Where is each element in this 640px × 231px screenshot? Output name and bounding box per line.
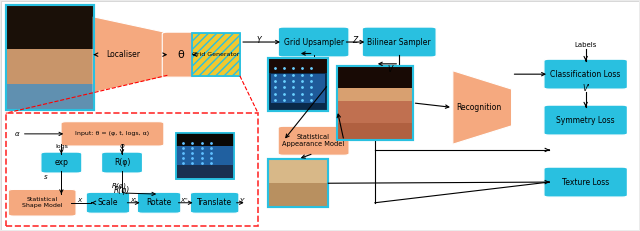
FancyBboxPatch shape (268, 159, 328, 183)
Polygon shape (453, 71, 511, 144)
Text: Statistical
Shape Model: Statistical Shape Model (22, 197, 63, 208)
FancyBboxPatch shape (61, 122, 164, 146)
FancyBboxPatch shape (337, 66, 413, 90)
FancyBboxPatch shape (176, 146, 234, 165)
Text: R(φ): R(φ) (114, 158, 130, 167)
FancyBboxPatch shape (278, 27, 349, 57)
Text: Rotate: Rotate (147, 198, 172, 207)
Text: θ: θ (177, 50, 184, 60)
Text: Y: Y (239, 198, 244, 204)
FancyBboxPatch shape (176, 133, 234, 146)
Text: Y: Y (257, 36, 261, 45)
FancyBboxPatch shape (337, 66, 413, 140)
FancyBboxPatch shape (138, 192, 180, 213)
Text: Localiser: Localiser (106, 50, 140, 59)
FancyBboxPatch shape (544, 59, 627, 89)
Text: φ: φ (120, 143, 124, 149)
Text: Z: Z (352, 36, 357, 45)
Text: Symmetry Loss: Symmetry Loss (556, 116, 615, 125)
Text: α: α (14, 131, 19, 137)
FancyBboxPatch shape (544, 105, 627, 135)
FancyBboxPatch shape (268, 183, 328, 207)
FancyBboxPatch shape (268, 58, 328, 111)
FancyBboxPatch shape (163, 32, 199, 77)
FancyBboxPatch shape (102, 152, 143, 173)
Text: Classification Loss: Classification Loss (550, 70, 621, 79)
Text: X: X (77, 198, 81, 204)
Text: exp: exp (54, 158, 68, 167)
Text: Grid Generator: Grid Generator (192, 52, 239, 57)
FancyBboxPatch shape (8, 189, 76, 216)
FancyBboxPatch shape (6, 49, 94, 89)
FancyBboxPatch shape (6, 84, 94, 110)
FancyBboxPatch shape (6, 5, 94, 110)
Text: Statistical
Appearance Model: Statistical Appearance Model (282, 134, 345, 147)
Text: X': X' (131, 198, 136, 204)
Text: Recognition: Recognition (456, 103, 502, 112)
Text: Labels: Labels (575, 42, 597, 48)
FancyBboxPatch shape (268, 58, 328, 73)
Text: Translate: Translate (197, 198, 232, 207)
Text: s: s (44, 174, 47, 180)
Text: Scale: Scale (98, 198, 118, 207)
Text: Grid Upsampler: Grid Upsampler (284, 37, 344, 46)
FancyBboxPatch shape (337, 123, 413, 140)
Polygon shape (93, 17, 164, 93)
FancyBboxPatch shape (6, 5, 94, 52)
Text: Texture Loss: Texture Loss (562, 178, 609, 187)
Text: R(φ): R(φ) (111, 182, 126, 189)
FancyBboxPatch shape (544, 167, 627, 197)
Text: Input: θ = (φ, t, logs, α): Input: θ = (φ, t, logs, α) (76, 131, 150, 136)
FancyBboxPatch shape (176, 133, 234, 179)
FancyBboxPatch shape (337, 88, 413, 103)
FancyBboxPatch shape (190, 192, 239, 213)
Text: logs: logs (55, 144, 68, 149)
FancyBboxPatch shape (41, 152, 82, 173)
Text: V': V' (582, 84, 589, 93)
Text: Bilinear Sampler: Bilinear Sampler (367, 37, 431, 46)
Text: R(φ): R(φ) (114, 186, 130, 195)
FancyBboxPatch shape (337, 101, 413, 125)
FancyBboxPatch shape (86, 192, 130, 213)
FancyBboxPatch shape (362, 27, 436, 57)
FancyBboxPatch shape (268, 159, 328, 207)
Text: V: V (387, 64, 392, 73)
FancyBboxPatch shape (192, 33, 240, 76)
FancyBboxPatch shape (278, 126, 349, 155)
FancyBboxPatch shape (271, 74, 325, 103)
Text: X'': X'' (180, 198, 189, 204)
